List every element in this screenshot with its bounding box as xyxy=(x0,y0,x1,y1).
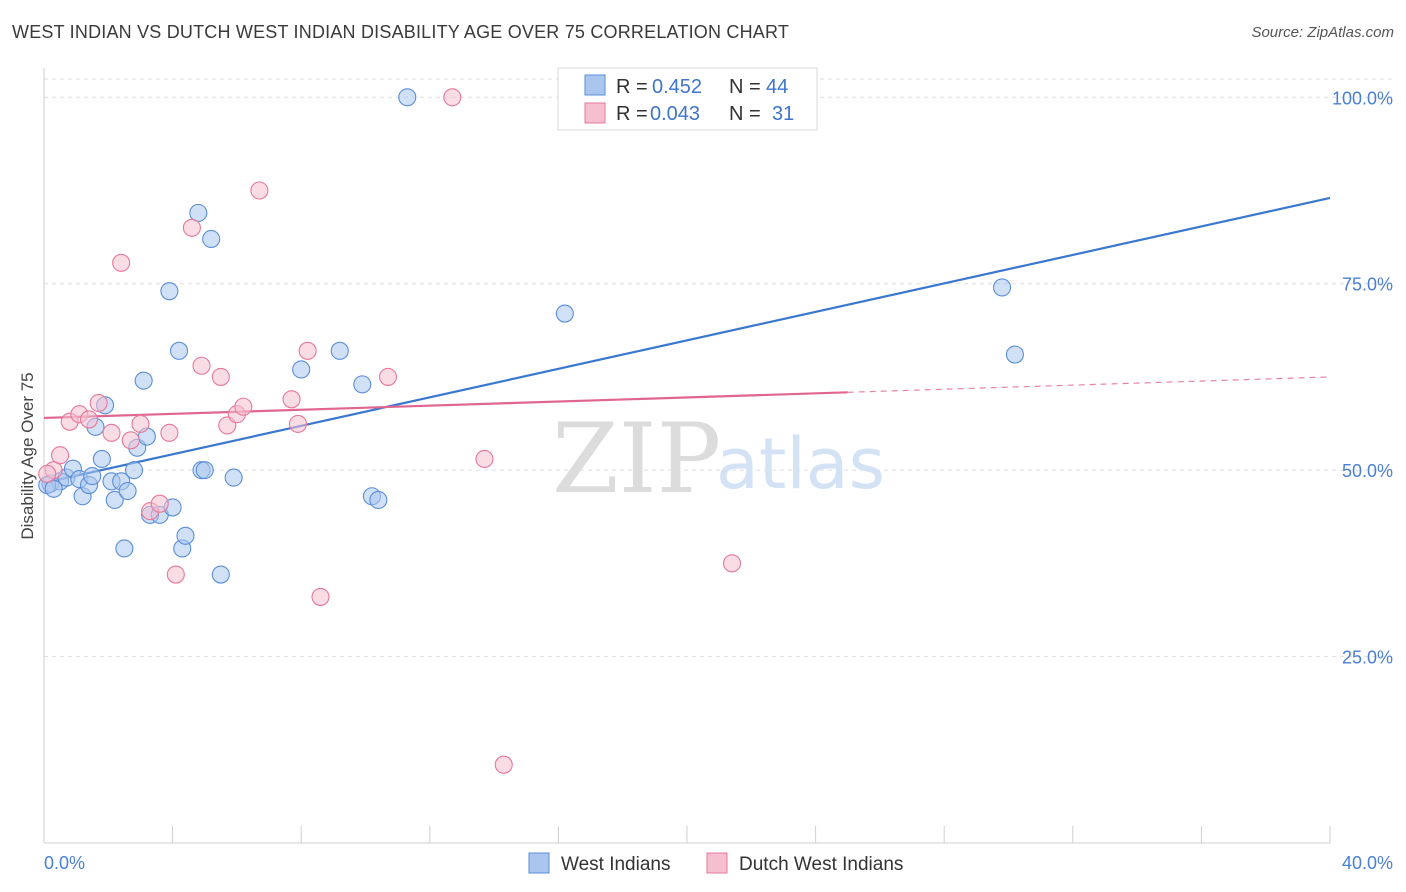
point-west-indians xyxy=(202,229,221,249)
point-dutch-west-indians xyxy=(160,423,179,442)
series-legend: West Indians Dutch West Indians xyxy=(528,852,903,875)
legend-r-value-1: 0.452 xyxy=(652,76,702,98)
series-name-west-indians: West Indians xyxy=(561,854,670,875)
grid-lines xyxy=(44,78,1392,658)
legend-r-label-1: R = xyxy=(616,76,648,98)
point-dutch-west-indians xyxy=(250,181,269,200)
legend-n-value-1: 44 xyxy=(766,76,788,98)
y-tick-labels: 25.0% 50.0% 75.0% 100.0% xyxy=(1332,88,1393,667)
legend-n-label-1: N = xyxy=(729,76,761,98)
trendline-dashed xyxy=(847,376,1331,393)
y-tick-label: 25.0% xyxy=(1342,648,1393,668)
point-west-indians xyxy=(169,341,189,360)
source-label: Source: ZipAtlas.com xyxy=(1251,24,1394,41)
point-dutch-west-indians xyxy=(102,423,121,442)
point-dutch-west-indians xyxy=(166,565,185,584)
x-tick-labels: 0.0% 40.0% xyxy=(44,853,1393,873)
point-dutch-west-indians xyxy=(722,554,742,573)
point-west-indians xyxy=(176,526,195,545)
point-dutch-west-indians xyxy=(112,253,131,272)
point-dutch-west-indians xyxy=(38,464,57,483)
point-west-indians xyxy=(224,468,243,487)
point-west-indians xyxy=(92,449,111,469)
legend-n-value-2: 31 xyxy=(772,103,794,125)
point-west-indians xyxy=(160,282,179,301)
y-tick-label: 100.0% xyxy=(1332,88,1393,108)
point-dutch-west-indians xyxy=(234,397,253,416)
point-west-indians xyxy=(993,278,1012,297)
point-west-indians xyxy=(189,203,208,222)
point-dutch-west-indians xyxy=(131,414,150,433)
trendlines xyxy=(43,196,1331,484)
point-west-indians xyxy=(44,479,63,498)
point-dutch-west-indians xyxy=(211,367,230,386)
series-swatch-dutch-west-indians xyxy=(706,852,728,874)
y-tick-label: 75.0% xyxy=(1342,275,1393,295)
point-dutch-west-indians xyxy=(282,390,301,409)
point-west-indians xyxy=(292,360,311,379)
y-axis-label: Disability Age Over 75 xyxy=(18,372,37,539)
x-tick-label-max: 40.0% xyxy=(1342,853,1393,873)
point-west-indians xyxy=(118,481,137,501)
chart-title: WEST INDIAN VS DUTCH WEST INDIAN DISABIL… xyxy=(12,22,790,42)
point-dutch-west-indians xyxy=(182,218,201,237)
point-west-indians xyxy=(195,461,214,480)
point-dutch-west-indians xyxy=(79,410,99,429)
y-tick-label: 50.0% xyxy=(1342,461,1393,481)
point-dutch-west-indians xyxy=(288,414,308,433)
watermark-zip: ZIP xyxy=(552,403,721,515)
point-west-indians xyxy=(1005,345,1024,364)
point-dutch-west-indians xyxy=(51,446,70,465)
point-dutch-west-indians xyxy=(298,341,317,360)
series-swatch-west-indians xyxy=(528,852,550,874)
point-dutch-west-indians xyxy=(121,431,140,450)
point-west-indians xyxy=(134,371,153,390)
series-name-dutch-west-indians: Dutch West Indians xyxy=(739,854,903,875)
x-tick-label-min: 0.0% xyxy=(44,853,85,873)
point-dutch-west-indians xyxy=(494,755,513,774)
legend-swatch-dutch-west-indians xyxy=(584,102,606,124)
point-dutch-west-indians xyxy=(443,88,462,107)
legend-r-label-2: R = xyxy=(616,103,648,125)
point-dutch-west-indians xyxy=(89,393,108,413)
legend-n-label-2: N = xyxy=(729,103,761,125)
legend-box: R = 0.452 N = 44 R = 0.043 N = 31 xyxy=(557,67,818,131)
point-west-indians xyxy=(83,467,102,486)
trendline-solid xyxy=(43,391,848,420)
point-west-indians xyxy=(115,539,134,558)
legend-swatch-west-indians xyxy=(584,74,606,96)
point-west-indians xyxy=(124,461,144,480)
axes xyxy=(43,68,1331,844)
point-dutch-west-indians xyxy=(192,356,211,375)
point-west-indians xyxy=(369,490,388,510)
legend-r-value-2: 0.043 xyxy=(650,103,700,125)
data-points xyxy=(38,88,1024,774)
point-west-indians xyxy=(330,341,349,360)
trendline-solid xyxy=(43,196,1331,484)
point-dutch-west-indians xyxy=(475,449,494,469)
point-dutch-west-indians xyxy=(311,587,330,606)
point-dutch-west-indians xyxy=(150,494,169,513)
point-west-indians xyxy=(353,375,372,394)
point-west-indians xyxy=(555,304,574,323)
point-west-indians xyxy=(105,490,124,510)
point-west-indians xyxy=(398,88,417,107)
watermark-atlas: atlas xyxy=(716,423,885,505)
point-west-indians xyxy=(211,565,230,584)
point-dutch-west-indians xyxy=(378,367,398,386)
